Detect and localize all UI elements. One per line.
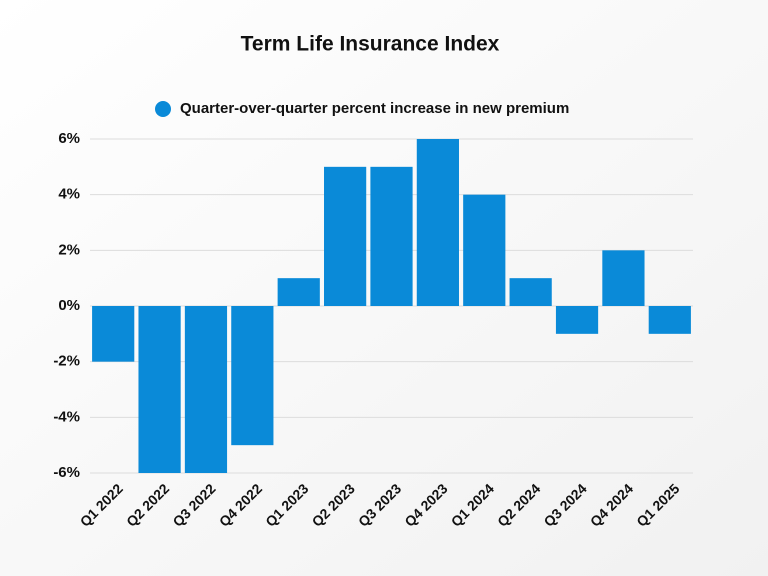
chart-title: Term Life Insurance Index <box>241 33 500 56</box>
bar <box>463 194 506 306</box>
legend-label: Quarter-over-quarter percent increase in… <box>180 100 569 117</box>
bar <box>138 306 181 473</box>
y-tick-label: -2% <box>53 353 80 370</box>
y-tick-label: -6% <box>53 464 80 481</box>
bar <box>277 278 320 306</box>
y-tick-label: 0% <box>58 297 80 314</box>
y-tick-label: 2% <box>58 241 80 258</box>
y-tick-label: 4% <box>58 186 80 203</box>
bar <box>370 166 413 306</box>
bar <box>231 306 274 446</box>
legend-marker <box>155 101 171 117</box>
bar <box>509 278 552 306</box>
bar <box>416 139 459 306</box>
bar <box>184 306 228 473</box>
bar <box>92 306 135 362</box>
y-tick-label: -4% <box>53 408 80 425</box>
bar <box>555 306 599 334</box>
bar <box>324 166 367 306</box>
y-tick-label: 6% <box>58 130 80 147</box>
bar <box>602 250 645 306</box>
bar <box>648 306 691 334</box>
